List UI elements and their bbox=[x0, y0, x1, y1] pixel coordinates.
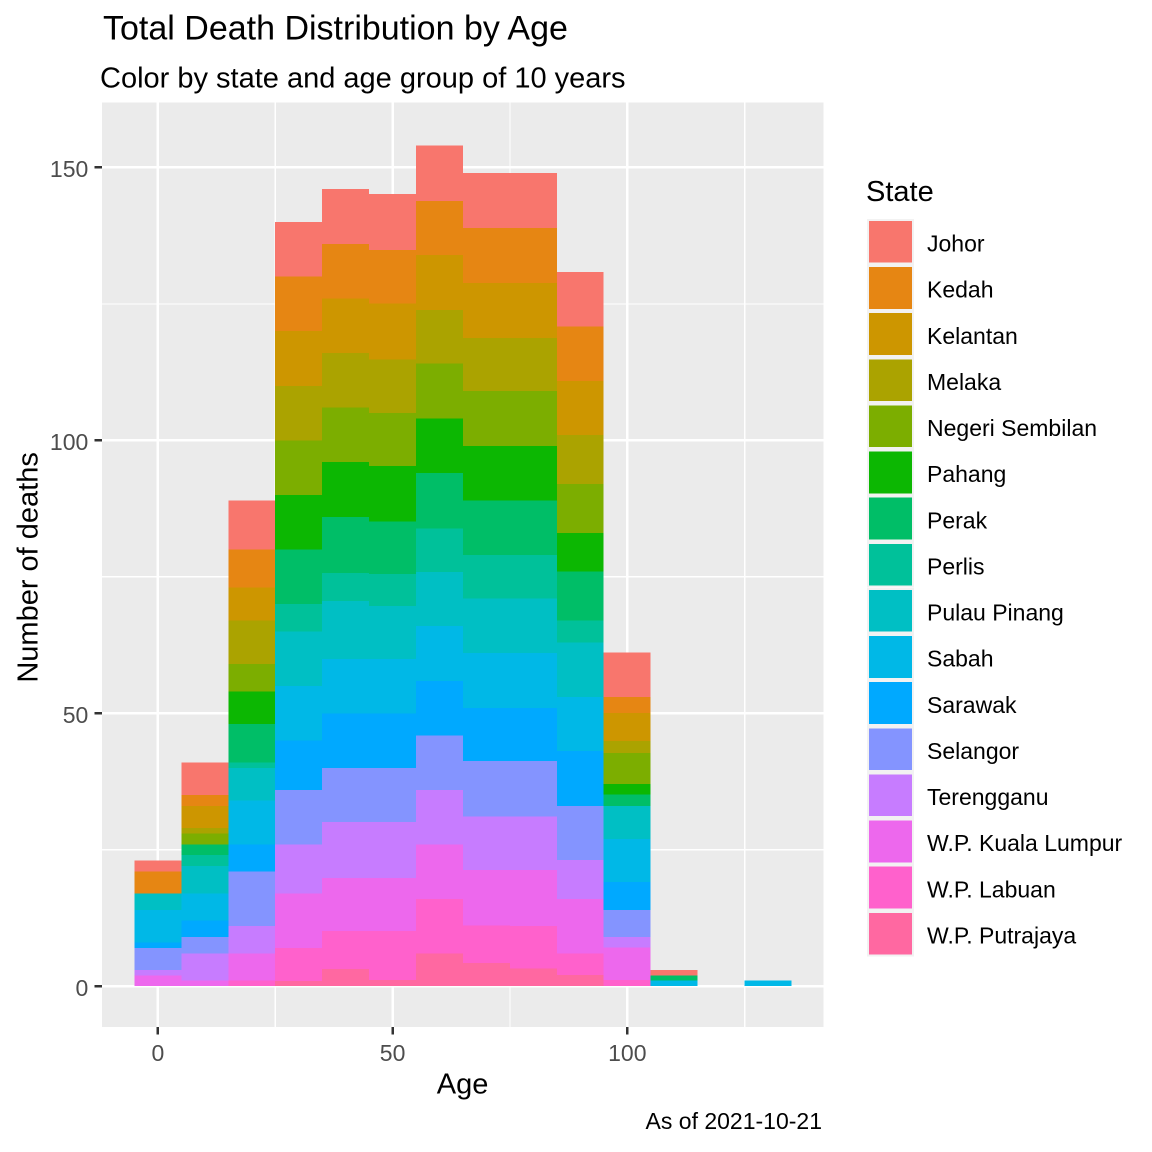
svg-text:100: 100 bbox=[608, 1040, 646, 1066]
svg-text:Selangor: Selangor bbox=[927, 738, 1019, 764]
svg-text:State: State bbox=[866, 176, 934, 208]
svg-text:W.P. Labuan: W.P. Labuan bbox=[927, 876, 1056, 902]
svg-text:Melaka: Melaka bbox=[927, 369, 1001, 395]
svg-text:Perlis: Perlis bbox=[927, 553, 985, 579]
svg-text:Kelantan: Kelantan bbox=[927, 323, 1018, 349]
svg-text:Color by state and age group o: Color by state and age group of 10 years bbox=[100, 63, 626, 95]
svg-text:Sarawak: Sarawak bbox=[927, 692, 1017, 718]
svg-text:Terengganu: Terengganu bbox=[927, 784, 1049, 810]
svg-text:0: 0 bbox=[76, 975, 89, 1001]
svg-text:50: 50 bbox=[380, 1040, 406, 1066]
svg-text:Pulau Pinang: Pulau Pinang bbox=[927, 600, 1064, 626]
svg-text:Pahang: Pahang bbox=[927, 461, 1006, 487]
svg-text:Number of deaths: Number of deaths bbox=[13, 452, 45, 683]
svg-text:0: 0 bbox=[152, 1040, 165, 1066]
svg-text:W.P. Kuala Lumpur: W.P. Kuala Lumpur bbox=[927, 830, 1123, 856]
svg-text:Negeri Sembilan: Negeri Sembilan bbox=[927, 415, 1097, 441]
svg-text:50: 50 bbox=[63, 702, 89, 728]
svg-text:As of 2021-10-21: As of 2021-10-21 bbox=[646, 1108, 822, 1134]
svg-text:100: 100 bbox=[50, 429, 88, 455]
svg-text:Kedah: Kedah bbox=[927, 277, 994, 303]
svg-text:Perak: Perak bbox=[927, 507, 988, 533]
svg-text:Johor: Johor bbox=[927, 231, 985, 257]
svg-text:W.P. Putrajaya: W.P. Putrajaya bbox=[927, 922, 1076, 948]
svg-text:Total Death Distribution by Ag: Total Death Distribution by Age bbox=[103, 10, 568, 48]
svg-text:Sabah: Sabah bbox=[927, 646, 994, 672]
svg-text:150: 150 bbox=[50, 156, 88, 182]
svg-text:Age: Age bbox=[437, 1068, 489, 1100]
